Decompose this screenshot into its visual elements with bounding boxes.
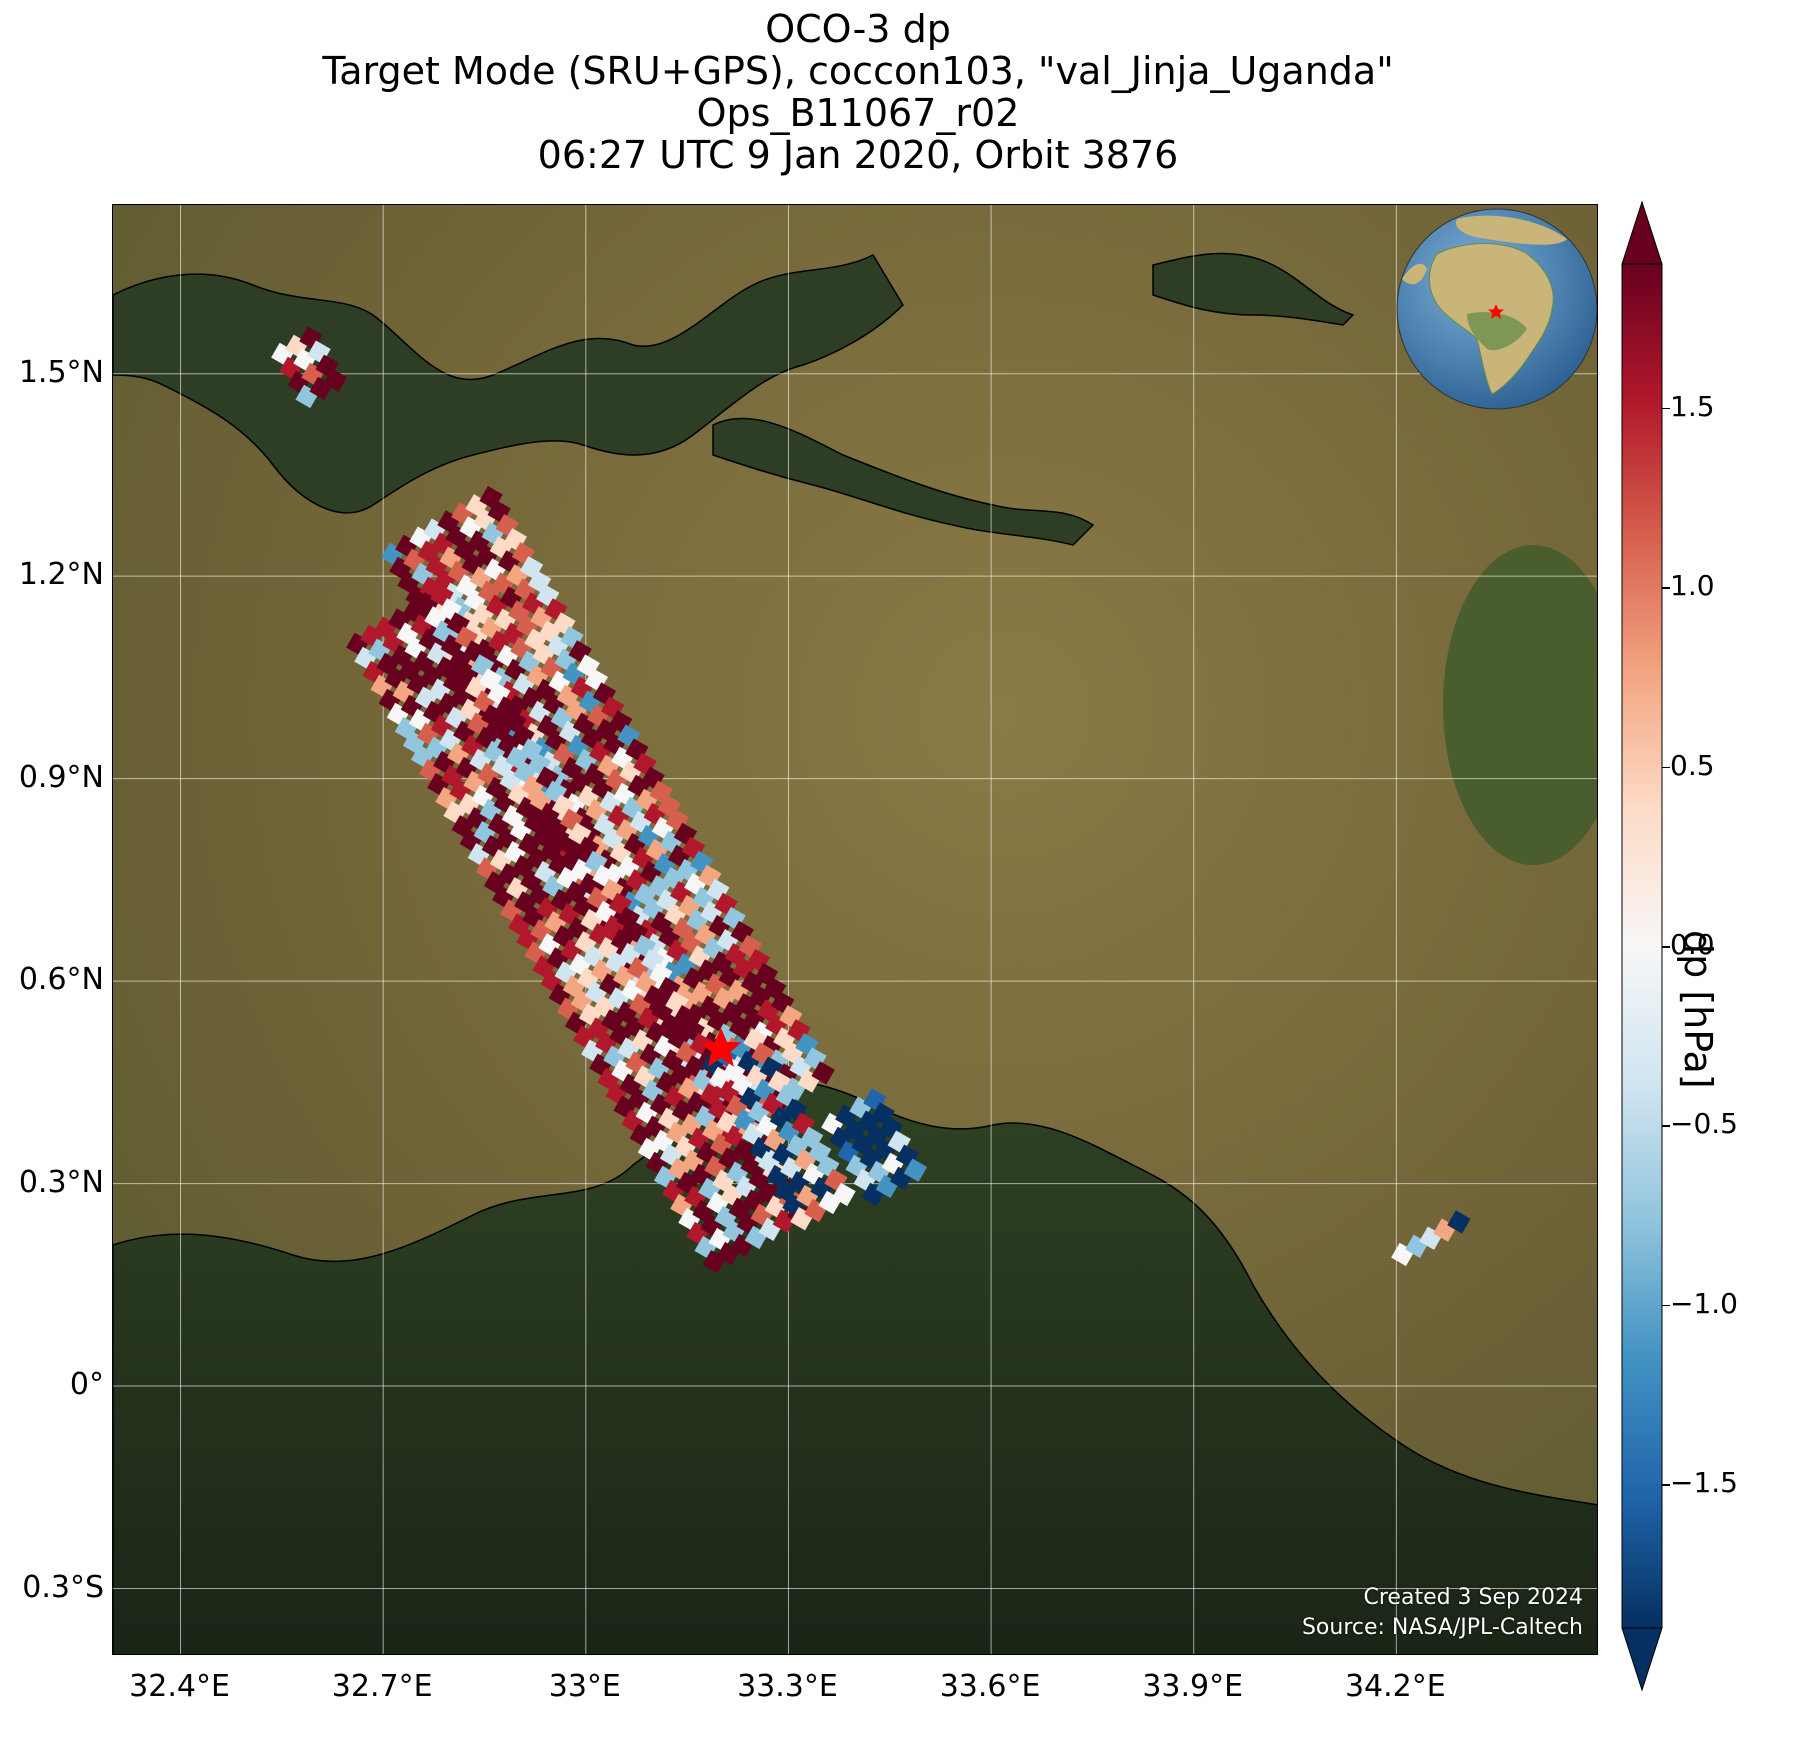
- title-line-1: OCO-3 dp: [765, 7, 951, 51]
- sounding-swath: [271, 326, 1471, 1274]
- lon-tick-label: 32.7°E: [331, 1669, 433, 1704]
- colorbar-tick-label: −1.0: [1670, 1286, 1738, 1320]
- title-line-4: 06:27 UTC 9 Jan 2020, Orbit 3876: [537, 133, 1179, 177]
- lake-kyoga-arm: [712, 417, 1095, 546]
- colorbar-tick-mark: [1662, 946, 1670, 948]
- grid-lines: [113, 205, 1597, 1654]
- mount-elgon: [1443, 545, 1597, 865]
- colorbar-tick-label: 0.0: [1670, 928, 1715, 961]
- lat-tick-label: 0.3°N: [18, 1164, 104, 1200]
- lat-tick-label: 0.9°N: [18, 759, 104, 795]
- lake-kyoga: [113, 254, 904, 514]
- colorbar-tick-label: 1.5: [1670, 389, 1715, 423]
- title-line-3: Ops_B11067_r02: [696, 91, 1020, 135]
- colorbar-tick-mark: [1662, 587, 1670, 589]
- sounding-cell: [811, 1061, 835, 1085]
- colorbar-tick-label: −0.5: [1670, 1107, 1738, 1141]
- sounding-cell: [832, 1182, 856, 1207]
- lat-tick-label: 0.6°N: [18, 962, 104, 998]
- credit-source: Source: NASA/JPL-Caltech: [1301, 1615, 1583, 1640]
- lon-tick-label: 33.9°E: [1142, 1669, 1244, 1704]
- colorbar-tick-label: −1.5: [1670, 1466, 1738, 1500]
- colorbar-label: dp [hPa]: [1676, 930, 1720, 1089]
- lat-tick-label: 0.3°S: [22, 1569, 104, 1605]
- title-line-2: Target Mode (SRU+GPS), coccon103, "val_J…: [322, 49, 1394, 93]
- lon-tick-label: 32.4°E: [129, 1669, 230, 1704]
- lon-tick-label: 34.2°E: [1344, 1669, 1446, 1704]
- lon-tick-label: 33.3°E: [737, 1669, 838, 1704]
- sounding-cell: [323, 368, 347, 392]
- globe-africa-icon: [1396, 208, 1597, 410]
- map-canvas[interactable]: [113, 205, 1598, 1655]
- map-panel[interactable]: Created 3 Sep 2024 Source: NASA/JPL-Calt…: [112, 204, 1598, 1655]
- lon-tick-label: 33°E: [548, 1669, 621, 1704]
- colorbar-tick-mark: [1662, 407, 1670, 410]
- colorbar-tick-mark: [1662, 766, 1670, 769]
- map-title: OCO-3 dp Target Mode (SRU+GPS), coccon10…: [0, 8, 1716, 176]
- colorbar-tick-mark: [1662, 1125, 1670, 1127]
- colorbar-tick-mark: [1662, 1304, 1670, 1307]
- lat-tick-label: 1.2°N: [18, 557, 104, 593]
- lat-tick-label: 0°: [69, 1367, 104, 1403]
- colorbar-tick-label: 1.0: [1670, 569, 1715, 603]
- sounding-cell: [903, 1158, 928, 1182]
- credit-created: Created 3 Sep 2024: [1363, 1585, 1584, 1610]
- red-star-icon[interactable]: [700, 1027, 742, 1067]
- lon-tick-label: 33.6°E: [939, 1669, 1041, 1704]
- lake-kwania: [1152, 252, 1355, 326]
- sounding-cell: [1447, 1210, 1471, 1234]
- colorbar-tick-mark: [1662, 1484, 1670, 1486]
- colorbar: [1621, 200, 1663, 1692]
- colorbar-tick-label: 0.5: [1670, 748, 1715, 782]
- lat-tick-label: 1.5°N: [18, 354, 104, 390]
